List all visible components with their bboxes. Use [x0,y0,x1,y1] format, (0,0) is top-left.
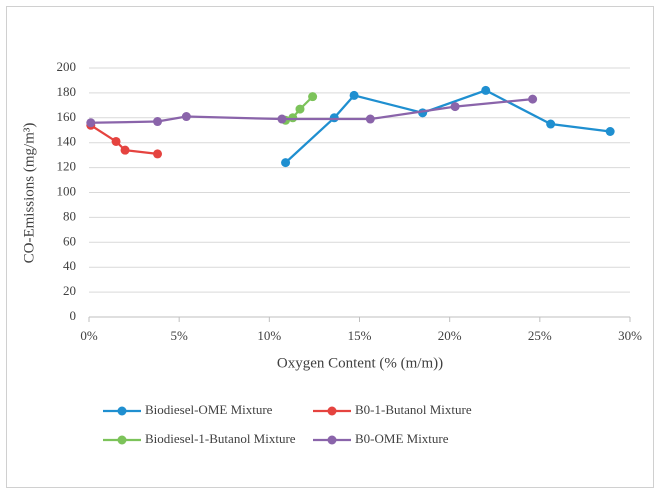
x-tick-label: 15% [348,328,372,343]
legend-marker [117,406,127,416]
legend-label: B0-1-Butanol Mixture [355,402,472,417]
y-tick-label: 100 [57,183,77,198]
legend-marker [327,406,337,416]
data-point [349,90,359,100]
data-point [288,113,298,123]
legend-label: B0-OME Mixture [355,431,449,446]
y-tick-label: 40 [63,258,76,273]
y-tick-label: 120 [57,159,77,174]
data-point [277,114,287,124]
x-axis-title: Oxygen Content (% (m/m)) [277,355,443,371]
data-point [605,126,615,136]
x-tick-label: 0% [80,328,98,343]
y-tick-label: 60 [63,233,76,248]
y-tick-label: 20 [63,283,76,298]
data-point [329,113,339,123]
legend-label: Biodiesel-1-Butanol Mixture [145,431,296,446]
x-tick-label: 5% [170,328,188,343]
chart-frame [6,6,654,488]
data-point [281,158,291,168]
legend-label: Biodiesel-OME Mixture [145,402,273,417]
x-tick-label: 10% [257,328,281,343]
data-point [153,117,163,127]
x-tick-label: 25% [528,328,552,343]
series-line [90,124,158,156]
data-point [450,102,460,112]
data-point [295,104,305,114]
data-point [120,145,130,155]
y-tick-label: 160 [57,109,77,124]
y-tick-label: 140 [57,134,77,149]
y-tick-label: 80 [63,208,76,223]
data-point [153,149,163,159]
x-tick-label: 30% [618,328,642,343]
x-tick-label: 20% [438,328,462,343]
data-point [308,92,318,102]
data-point [481,85,491,95]
data-point [111,136,121,146]
data-point [181,112,191,122]
data-point [528,94,538,104]
y-axis-title: CO-Emissions (mg/m³) [21,123,37,264]
legend-marker [117,435,127,445]
data-point [86,118,96,128]
data-point [365,114,375,124]
legend-marker [327,435,337,445]
y-tick-label: 0 [70,308,77,323]
y-tick-label: 180 [57,84,77,99]
y-tick-label: 200 [57,59,77,74]
data-point [546,119,556,129]
